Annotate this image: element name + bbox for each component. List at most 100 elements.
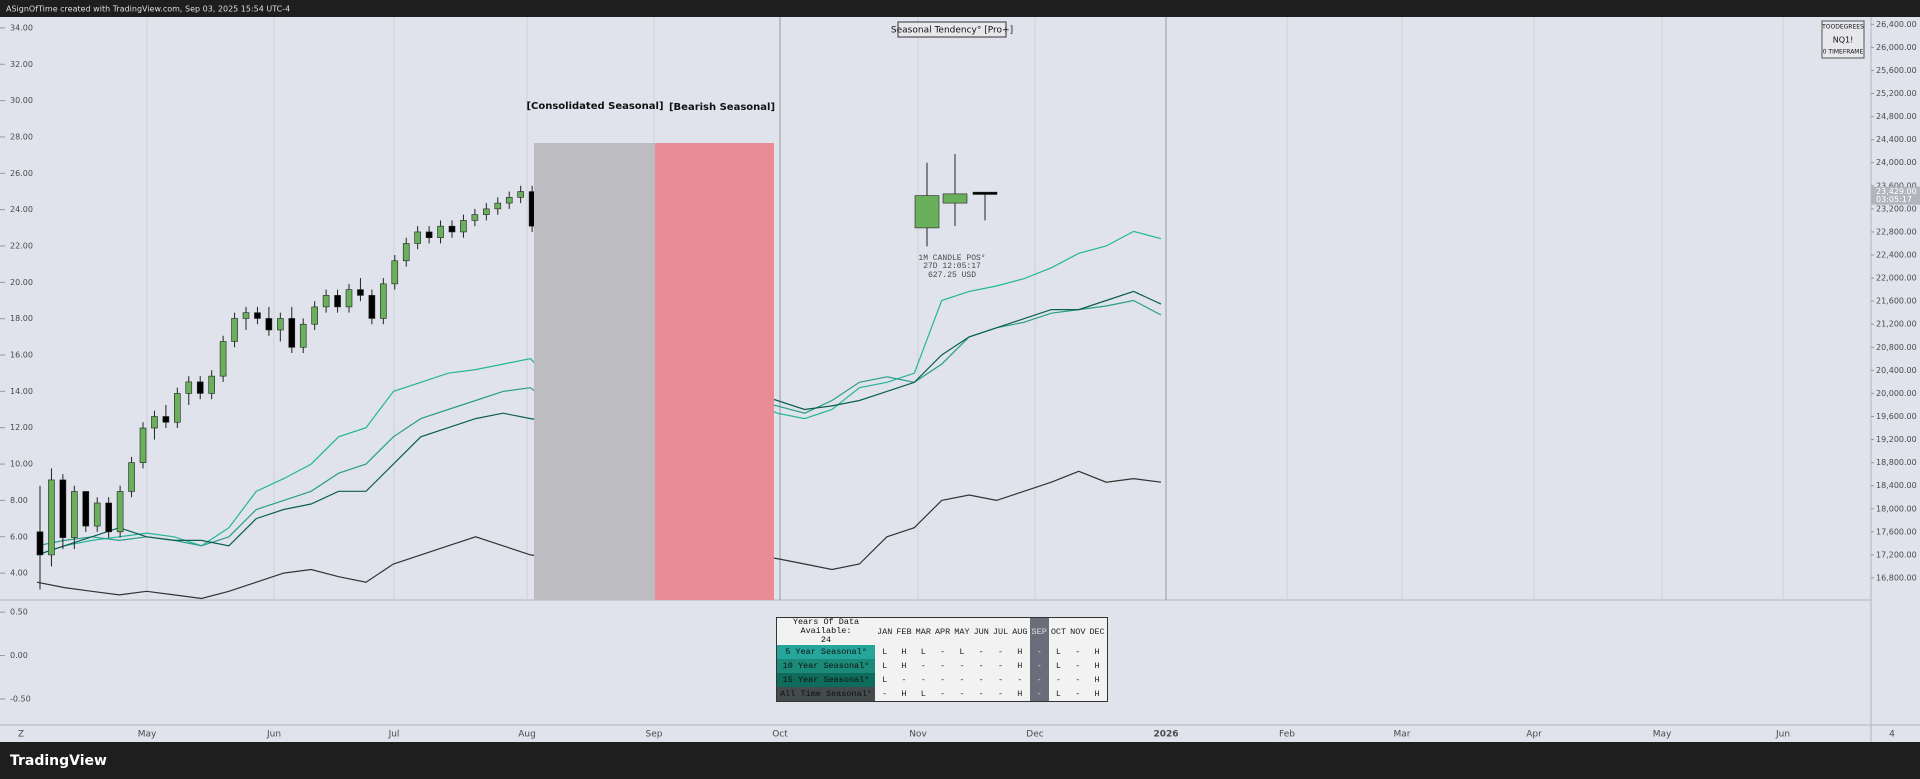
- table-cell: L: [1055, 647, 1062, 657]
- annotation: [Consolidated Seasonal]: [526, 101, 663, 112]
- x-tick-label: Aug: [518, 730, 536, 740]
- table-row: 15 Year Seasonal° L - - - - - - - - - - H: [776, 673, 1108, 687]
- candle-body: [162, 416, 170, 423]
- candle-body: [36, 531, 44, 556]
- candle-body: [208, 375, 215, 394]
- table-cell: -: [901, 675, 907, 685]
- x-tick-label: Mar: [1394, 730, 1411, 740]
- table-cell: H: [1094, 675, 1100, 685]
- time-axis-button[interactable]: 4: [1889, 730, 1895, 740]
- candle-body: [299, 323, 307, 348]
- table-cell: -: [997, 661, 1004, 671]
- table-cell: H: [901, 647, 907, 657]
- table-row: All Time Seasonal° - H L - - - - H - L - H: [776, 687, 1108, 702]
- candle-body: [437, 225, 444, 239]
- x-tick-label: May: [1653, 730, 1672, 740]
- y2-tick-label: 17,200.00: [1876, 550, 1917, 559]
- table-cell: L: [1055, 661, 1062, 671]
- symbol-box: [1821, 20, 1865, 59]
- table-cell: L: [882, 661, 888, 671]
- table-cell: L: [1055, 689, 1062, 699]
- candle-body: [265, 318, 273, 331]
- candle-body: [128, 462, 135, 492]
- table-cell: -: [1029, 687, 1049, 702]
- y2-tick-label: 19,200.00: [1876, 435, 1917, 444]
- table-cell: H: [1017, 661, 1023, 671]
- candle-body: [972, 191, 998, 195]
- y-tick-label: 10.00: [10, 460, 33, 469]
- column-header: APR: [934, 626, 951, 637]
- x-tick-label: Jul: [388, 730, 400, 740]
- candle-body: [368, 295, 376, 319]
- table-cell: -: [940, 675, 946, 685]
- candle-body: [254, 312, 261, 319]
- candle-body: [288, 318, 296, 348]
- y2-tick-label: 24,800.00: [1876, 112, 1917, 121]
- x-tick-label: May: [138, 730, 157, 740]
- table-cell: -: [940, 689, 946, 699]
- table-cell: -: [978, 647, 984, 657]
- candle-body: [105, 502, 112, 533]
- header-line: 24: [820, 635, 832, 645]
- title-box: [897, 21, 1007, 38]
- table-row: 10 Year Seasonal° L H - - - - - H - L - H: [776, 659, 1108, 673]
- footer-logo[interactable]: TradingView: [10, 753, 107, 769]
- lower-tick-label: 0.00: [10, 651, 28, 660]
- x-tick-label: Oct: [772, 730, 788, 740]
- table-cell: -: [978, 661, 984, 671]
- y-tick-label: 12.00: [10, 423, 33, 432]
- y2-tick-label: 18,000.00: [1876, 504, 1917, 513]
- candle-body: [116, 491, 124, 533]
- column-header: FEB: [896, 626, 912, 637]
- y-tick-label: 6.00: [10, 532, 28, 541]
- candle-body: [71, 491, 78, 538]
- y2-tick-label: 16,800.00: [1876, 573, 1917, 582]
- table-cell: -: [997, 689, 1004, 699]
- candle-body: [471, 214, 479, 221]
- y2-tick-label: 22,400.00: [1876, 251, 1917, 260]
- y2-tick-label: 21,600.00: [1876, 297, 1917, 306]
- last-price-box: [1871, 186, 1920, 205]
- time-axis-button[interactable]: Z: [18, 730, 24, 740]
- candle-body: [219, 341, 227, 377]
- table-cell: -: [959, 689, 965, 699]
- candle-body: [391, 260, 399, 285]
- candle-body: [82, 491, 90, 527]
- table-cell: -: [1075, 661, 1081, 671]
- table-cell: H: [1094, 647, 1100, 657]
- candle-body: [483, 208, 490, 215]
- table-cell: -: [1029, 659, 1049, 673]
- candle-body: [505, 197, 513, 204]
- column-header: SEP: [1029, 617, 1049, 645]
- table-header-row: Years Of Data Available: 24 JAN FEB MAR APR MAY…: [777, 617, 1108, 645]
- bearish-zone: [655, 143, 774, 600]
- x-tick-label: Jun: [1775, 730, 1790, 740]
- table-cell: H: [1094, 661, 1100, 671]
- table-cell: L: [882, 647, 888, 657]
- table-cell: H: [1017, 647, 1023, 657]
- table-cell: -: [940, 661, 946, 671]
- candle-body: [322, 295, 330, 308]
- lower-tick-label: -0.50: [10, 694, 31, 703]
- candle-body: [139, 427, 147, 463]
- table-cell: L: [920, 647, 926, 657]
- table-cell: -: [920, 675, 926, 685]
- candle-body: [494, 202, 502, 210]
- candle-body: [196, 381, 204, 394]
- symbol-text: 0 TIMEFRAME: [1823, 49, 1864, 56]
- y2-tick-label: 26,000.00: [1876, 43, 1917, 52]
- table-cell: -: [920, 661, 926, 671]
- x-tick-label: Feb: [1279, 730, 1295, 740]
- candle-body: [460, 220, 467, 233]
- y-tick-label: 22.00: [10, 241, 33, 250]
- y2-tick-label: 25,200.00: [1876, 89, 1917, 98]
- header-line: Available:: [800, 626, 852, 636]
- x-tick-label: Sep: [646, 730, 663, 740]
- projection-label: 1M CANDLE POS°: [918, 254, 985, 263]
- table-cell: -: [882, 689, 888, 699]
- lower-tick-label: 0.50: [10, 608, 28, 617]
- table-cell: -: [978, 675, 984, 685]
- y-tick-label: 24.00: [10, 205, 33, 214]
